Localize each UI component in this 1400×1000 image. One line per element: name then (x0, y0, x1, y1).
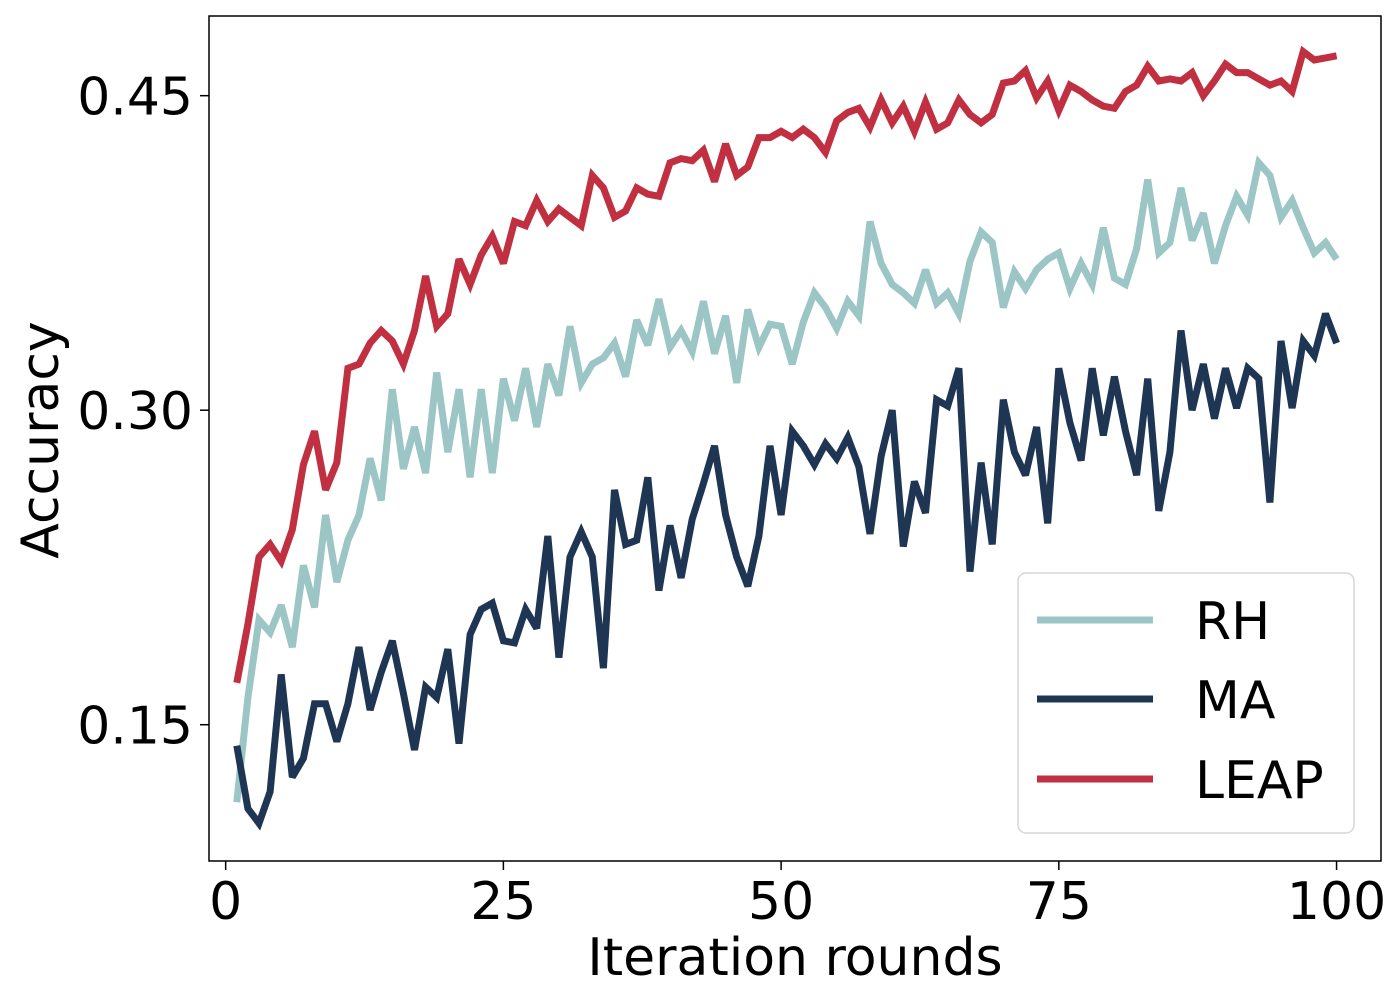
x-tick-label: 75 (1026, 872, 1092, 932)
legend-label-ma: MA (1195, 671, 1276, 731)
legend: RH MA LEAP (1017, 572, 1355, 834)
legend-frame (1017, 572, 1355, 834)
y-tick-label: 0.45 (77, 68, 193, 128)
y-tick-label: 0.30 (77, 382, 193, 442)
x-tick-label: 100 (1287, 872, 1386, 932)
y-axis: 0.15 0.30 0.45 (77, 68, 209, 757)
x-tick-label: 50 (748, 872, 814, 932)
series-layer (233, 45, 1340, 831)
legend-label-leap: LEAP (1195, 751, 1324, 811)
y-axis-label: Accuracy (11, 321, 71, 558)
plot-frame (208, 15, 1382, 862)
legend-label-rh: RH (1195, 592, 1270, 652)
x-tick-label: 0 (209, 872, 242, 932)
x-axis: 0 25 50 75 100 (209, 861, 1386, 932)
x-axis-label: Iteration rounds (587, 928, 1002, 988)
series-line-leap (233, 45, 1338, 684)
x-tick-label: 25 (470, 872, 536, 932)
series-line-rh (233, 155, 1340, 803)
series-line-ma (233, 312, 1340, 831)
y-tick-label: 0.15 (77, 697, 193, 757)
